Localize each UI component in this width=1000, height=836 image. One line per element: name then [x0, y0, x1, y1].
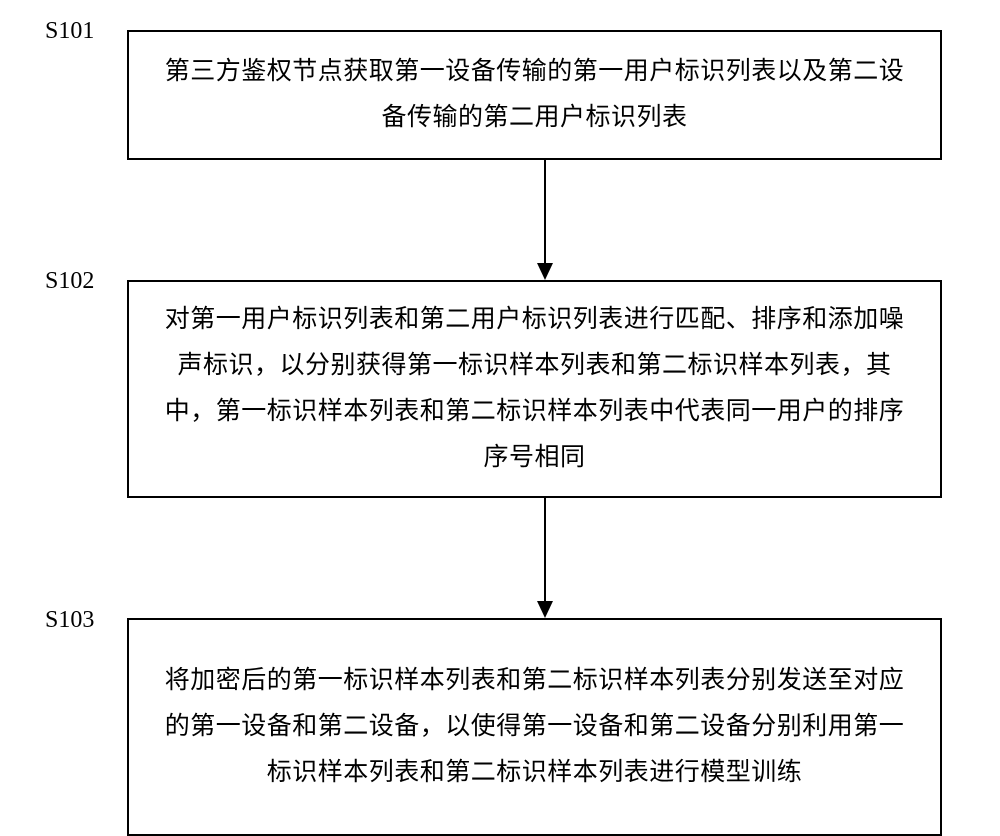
step-box-s101: 第三方鉴权节点获取第一设备传输的第一用户标识列表以及第二设备传输的第二用户标识列…	[127, 30, 942, 160]
flowchart: S101 第三方鉴权节点获取第一设备传输的第一用户标识列表以及第二设备传输的第二…	[0, 0, 1000, 827]
arrow-s101-s102	[535, 160, 555, 280]
step-text-s101: 第三方鉴权节点获取第一设备传输的第一用户标识列表以及第二设备传输的第二用户标识列…	[159, 49, 910, 142]
step-box-s103: 将加密后的第一标识样本列表和第二标识样本列表分别发送至对应的第一设备和第二设备，…	[127, 618, 942, 836]
step-label-s103: S103	[45, 607, 94, 634]
step-text-s102: 对第一用户标识列表和第二用户标识列表进行匹配、排序和添加噪声标识，以分别获得第一…	[159, 297, 910, 482]
step-label-s101: S101	[45, 18, 94, 45]
step-label-s102: S102	[45, 268, 94, 295]
arrow-s102-s103	[535, 498, 555, 618]
step-box-s102: 对第一用户标识列表和第二用户标识列表进行匹配、排序和添加噪声标识，以分别获得第一…	[127, 280, 942, 498]
step-text-s103: 将加密后的第一标识样本列表和第二标识样本列表分别发送至对应的第一设备和第二设备，…	[159, 658, 910, 797]
